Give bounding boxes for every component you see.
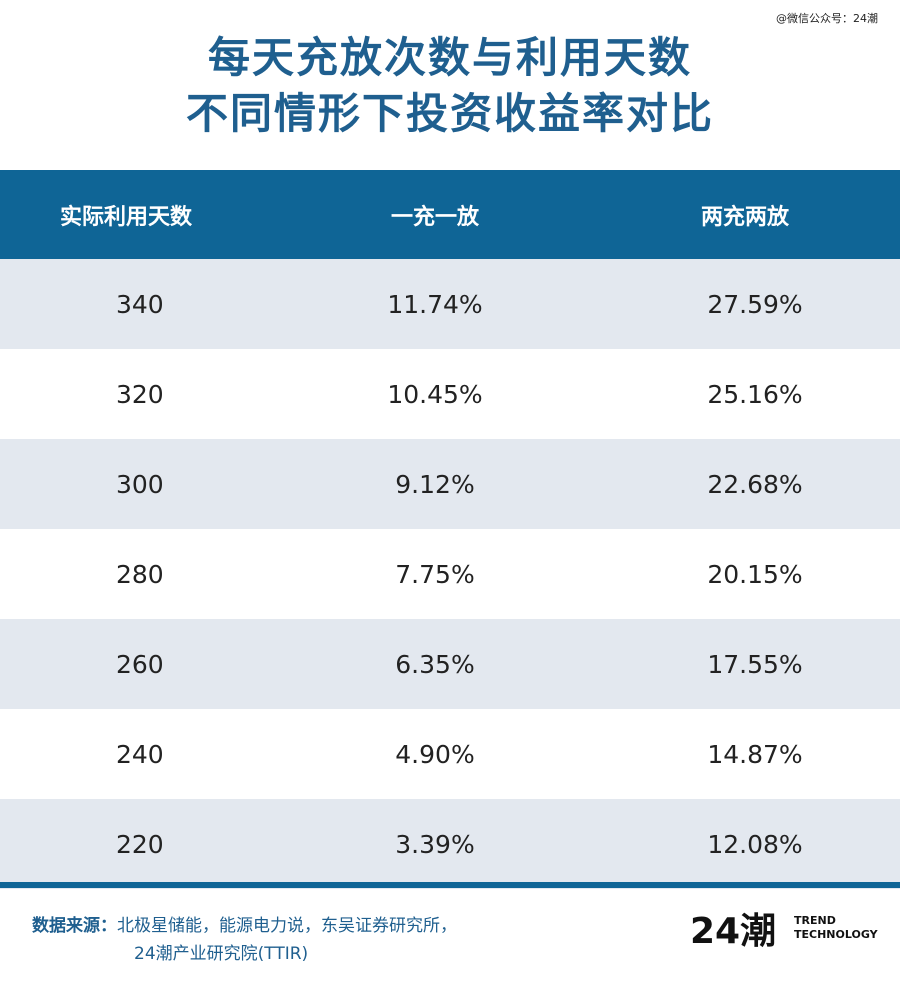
logo-text-line-2: TECHNOLOGY: [794, 928, 878, 941]
cell-two-cycles: 14.87%: [707, 739, 803, 769]
table-row: 260 6.35% 17.55%: [0, 619, 900, 709]
cell-one-cycle: 9.12%: [395, 469, 475, 499]
cell-two-cycles: 25.16%: [707, 379, 803, 409]
table-row: 240 4.90% 14.87%: [0, 709, 900, 799]
table-header-row: 实际利用天数 一充一放 两充两放: [0, 170, 900, 259]
cell-one-cycle: 10.45%: [387, 379, 483, 409]
cell-two-cycles: 12.08%: [707, 829, 803, 859]
cell-one-cycle: 11.74%: [387, 289, 483, 319]
brand-logo: 24潮 TREND TECHNOLOGY: [690, 910, 880, 954]
title-line-2: 不同情形下投资收益率对比: [185, 89, 714, 138]
cell-days: 320: [116, 379, 164, 409]
cell-days: 340: [116, 289, 164, 319]
logo-wordmark: TREND TECHNOLOGY: [794, 914, 878, 942]
title-line-1: 每天充放次数与利用天数: [207, 33, 692, 82]
table-row: 280 7.75% 20.15%: [0, 529, 900, 619]
cell-two-cycles: 27.59%: [707, 289, 803, 319]
table-row: 340 11.74% 27.59%: [0, 259, 900, 349]
table-bottom-rule: [0, 882, 900, 888]
cell-days: 240: [116, 739, 164, 769]
logo-text-line-1: TREND: [794, 914, 836, 927]
logo-mark: 24潮: [690, 911, 777, 952]
cell-one-cycle: 3.39%: [395, 829, 475, 859]
column-header-one-cycle: 一充一放: [390, 204, 479, 230]
cell-one-cycle: 6.35%: [395, 649, 475, 679]
page-title: 每天充放次数与利用天数 不同情形下投资收益率对比: [0, 30, 900, 142]
table-row: 300 9.12% 22.68%: [0, 439, 900, 529]
data-table: 实际利用天数 一充一放 两充两放 340 11.74% 27.59% 320 10.45…: [0, 170, 900, 889]
column-header-two-cycles: 两充两放: [700, 204, 789, 230]
source-label: 数据来源：: [32, 916, 117, 936]
cell-one-cycle: 7.75%: [395, 559, 475, 589]
cell-two-cycles: 22.68%: [707, 469, 803, 499]
cell-two-cycles: 20.15%: [707, 559, 803, 589]
data-source: 数据来源：北极星储能，能源电力说，东吴证券研究所， 24潮产业研究院(TTIR): [32, 912, 572, 968]
cell-days: 300: [116, 469, 164, 499]
cell-days: 260: [116, 649, 164, 679]
cell-days: 220: [116, 829, 164, 859]
column-header-days: 实际利用天数: [60, 204, 193, 230]
cell-days: 280: [116, 559, 164, 589]
cell-one-cycle: 4.90%: [395, 739, 475, 769]
table-row: 220 3.39% 12.08%: [0, 799, 900, 889]
source-line-2: 24潮产业研究院(TTIR): [134, 944, 309, 964]
watermark: @微信公众号：24潮: [776, 12, 878, 25]
table-body: 340 11.74% 27.59% 320 10.45% 25.16% 300 9.12% 22…: [0, 259, 900, 889]
cell-two-cycles: 17.55%: [707, 649, 803, 679]
source-line-1: 北极星储能，能源电力说，东吴证券研究所，: [117, 916, 457, 936]
table-row: 320 10.45% 25.16%: [0, 349, 900, 439]
